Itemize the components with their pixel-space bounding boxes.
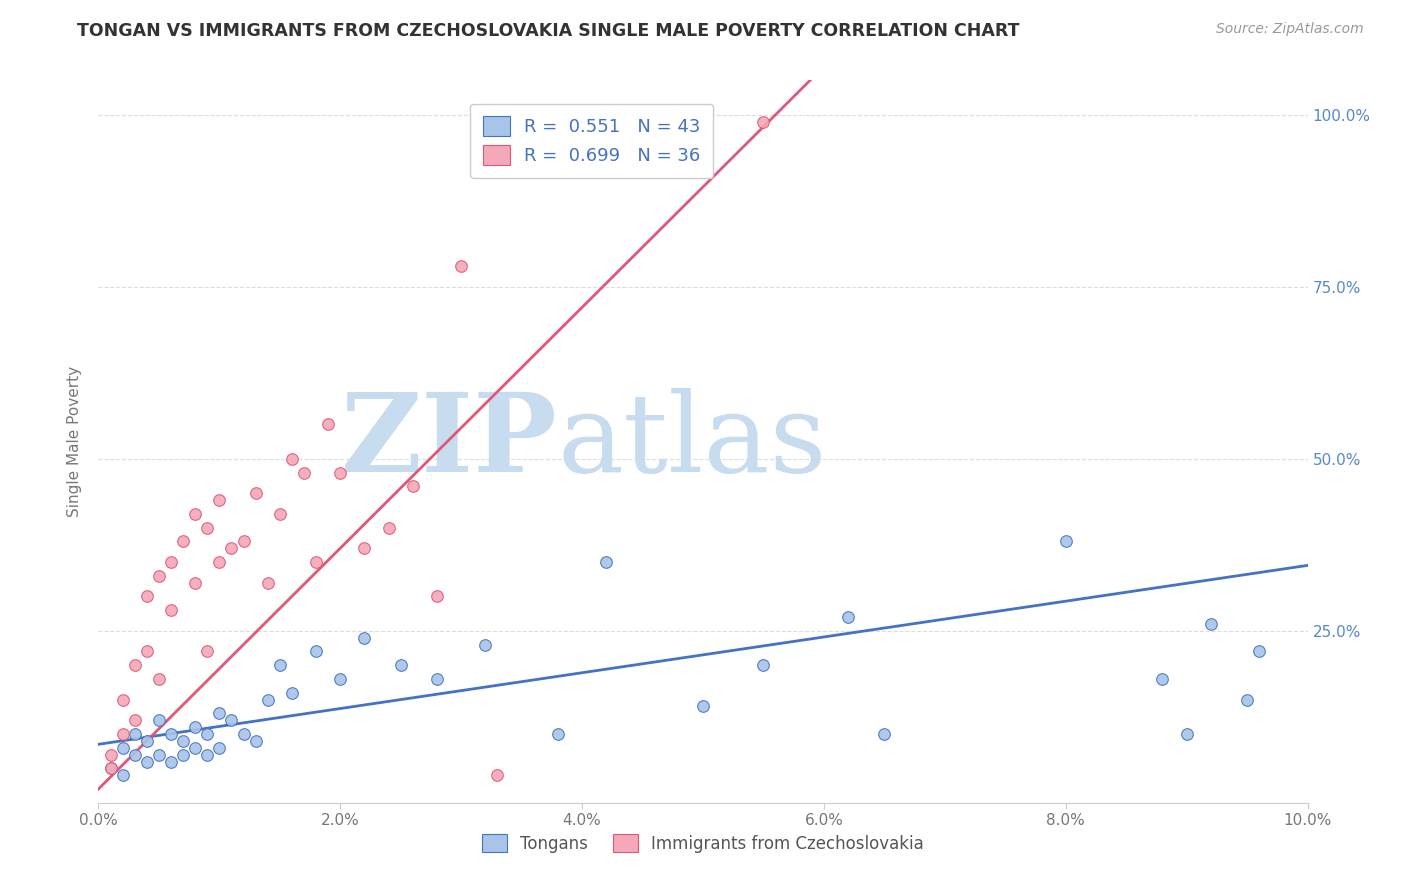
Point xyxy=(245,734,267,748)
Point xyxy=(232,534,254,549)
Point xyxy=(329,672,352,686)
Point xyxy=(256,692,278,706)
Point xyxy=(389,658,412,673)
Point xyxy=(184,720,207,734)
Point xyxy=(353,541,375,556)
Text: Source: ZipAtlas.com: Source: ZipAtlas.com xyxy=(1216,22,1364,37)
Point xyxy=(281,686,304,700)
Point xyxy=(1152,672,1174,686)
Point xyxy=(316,417,339,432)
Point xyxy=(135,734,157,748)
Point xyxy=(245,486,267,500)
Y-axis label: Single Male Poverty: Single Male Poverty xyxy=(67,366,83,517)
Point xyxy=(269,507,291,521)
Point xyxy=(426,590,449,604)
Point xyxy=(195,644,218,658)
Point xyxy=(184,740,207,755)
Point xyxy=(111,692,134,706)
Point xyxy=(353,631,375,645)
Point xyxy=(426,672,449,686)
Point xyxy=(752,658,775,673)
Point xyxy=(269,658,291,673)
Point xyxy=(486,768,509,782)
Point xyxy=(148,672,170,686)
Point xyxy=(184,507,207,521)
Point xyxy=(292,466,315,480)
Point xyxy=(329,466,352,480)
Point xyxy=(1054,534,1077,549)
Point xyxy=(135,590,157,604)
Text: ZIP: ZIP xyxy=(342,388,558,495)
Point xyxy=(195,747,218,762)
Point xyxy=(1175,727,1198,741)
Text: TONGAN VS IMMIGRANTS FROM CZECHOSLOVAKIA SINGLE MALE POVERTY CORRELATION CHART: TONGAN VS IMMIGRANTS FROM CZECHOSLOVAKIA… xyxy=(77,22,1019,40)
Point xyxy=(450,259,472,273)
Point xyxy=(184,575,207,590)
Point xyxy=(160,603,183,617)
Point xyxy=(232,727,254,741)
Point xyxy=(172,747,194,762)
Point xyxy=(160,727,183,741)
Point xyxy=(124,713,146,727)
Text: atlas: atlas xyxy=(558,388,828,495)
Point xyxy=(873,727,896,741)
Point xyxy=(377,520,399,534)
Point xyxy=(208,555,231,569)
Point xyxy=(195,727,218,741)
Point xyxy=(148,568,170,582)
Point xyxy=(135,644,157,658)
Point xyxy=(402,479,425,493)
Point xyxy=(160,555,183,569)
Point xyxy=(837,610,859,624)
Point xyxy=(305,644,328,658)
Point xyxy=(111,768,134,782)
Point xyxy=(1236,692,1258,706)
Point xyxy=(692,699,714,714)
Point xyxy=(148,713,170,727)
Point xyxy=(208,493,231,508)
Point xyxy=(595,555,617,569)
Point xyxy=(208,740,231,755)
Point xyxy=(474,638,496,652)
Point xyxy=(172,734,194,748)
Point xyxy=(111,740,134,755)
Point xyxy=(100,747,122,762)
Point xyxy=(100,761,122,775)
Point xyxy=(305,555,328,569)
Point xyxy=(1249,644,1271,658)
Point xyxy=(547,727,569,741)
Point xyxy=(172,534,194,549)
Point xyxy=(135,755,157,769)
Point xyxy=(752,114,775,128)
Point xyxy=(281,451,304,466)
Legend: Tongans, Immigrants from Czechoslovakia: Tongans, Immigrants from Czechoslovakia xyxy=(475,828,931,860)
Point xyxy=(221,713,243,727)
Point xyxy=(124,747,146,762)
Point xyxy=(256,575,278,590)
Point xyxy=(195,520,218,534)
Point xyxy=(124,727,146,741)
Point xyxy=(100,761,122,775)
Point xyxy=(1199,616,1222,631)
Point xyxy=(221,541,243,556)
Point xyxy=(160,755,183,769)
Point xyxy=(208,706,231,721)
Point xyxy=(148,747,170,762)
Point xyxy=(111,727,134,741)
Point xyxy=(124,658,146,673)
